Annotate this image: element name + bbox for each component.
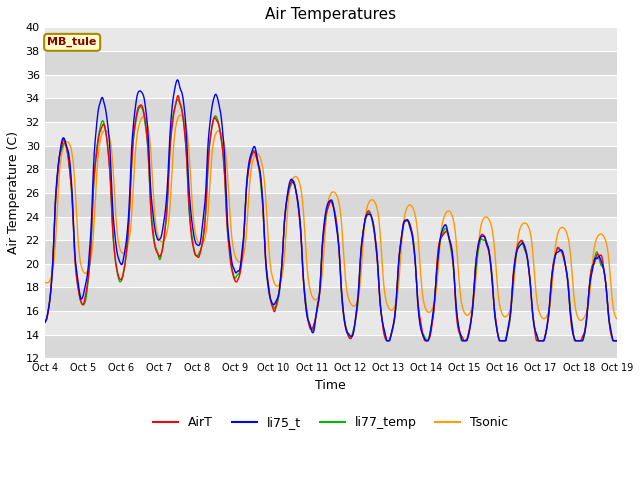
Legend: AirT, li75_t, li77_temp, Tsonic: AirT, li75_t, li77_temp, Tsonic — [148, 411, 513, 434]
Bar — [45, 98, 617, 122]
Bar — [45, 335, 617, 359]
Title: Air Temperatures: Air Temperatures — [265, 7, 396, 22]
Bar — [45, 311, 617, 335]
Bar — [45, 264, 617, 288]
Bar — [45, 51, 617, 74]
Bar — [45, 74, 617, 98]
Bar — [45, 122, 617, 145]
Bar — [45, 216, 617, 240]
Bar — [45, 27, 617, 51]
X-axis label: Time: Time — [316, 379, 346, 392]
Bar — [45, 169, 617, 193]
Text: MB_tule: MB_tule — [47, 37, 97, 48]
Bar — [45, 240, 617, 264]
Y-axis label: Air Temperature (C): Air Temperature (C) — [7, 132, 20, 254]
Bar — [45, 288, 617, 311]
Bar — [45, 193, 617, 216]
Bar — [45, 145, 617, 169]
